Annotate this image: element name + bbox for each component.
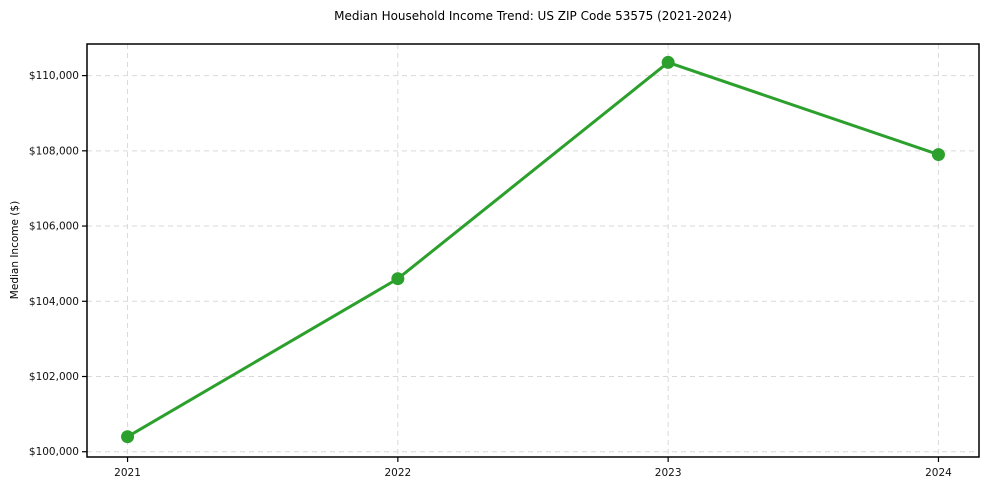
x-tick-label: 2024 (925, 467, 952, 479)
data-point-marker (661, 55, 675, 69)
x-tick-label: 2021 (114, 467, 141, 479)
y-axis-label: Median Income ($) (9, 200, 21, 300)
data-point-marker (931, 148, 945, 162)
y-tick-label: $108,000 (29, 145, 79, 157)
y-tick-label: $100,000 (29, 446, 79, 458)
x-tick-label: 2022 (384, 467, 411, 479)
chart-title: Median Household Income Trend: US ZIP Co… (334, 9, 732, 23)
data-point-marker (391, 272, 405, 286)
x-tick-label: 2023 (655, 467, 682, 479)
data-point-marker (121, 430, 135, 444)
trend-line (126, 60, 940, 439)
y-tick-label: $102,000 (29, 371, 79, 383)
plot-border (86, 43, 980, 458)
y-tick-label: $110,000 (29, 70, 79, 82)
y-tick-label: $106,000 (29, 221, 79, 233)
y-tick-label: $104,000 (29, 296, 79, 308)
